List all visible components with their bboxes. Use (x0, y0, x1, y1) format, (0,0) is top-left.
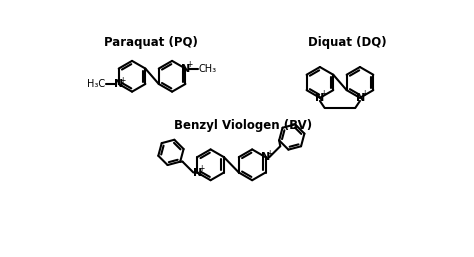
Text: N: N (315, 93, 324, 103)
Text: N: N (261, 152, 270, 162)
Text: N: N (192, 168, 202, 178)
Text: +: + (266, 149, 273, 158)
Text: CH₃: CH₃ (199, 63, 217, 74)
Text: +: + (186, 60, 192, 69)
Text: N: N (181, 63, 190, 74)
Text: Benzyl Viologen (BV): Benzyl Viologen (BV) (174, 119, 312, 132)
Text: H₃C: H₃C (88, 79, 106, 89)
Text: N: N (356, 93, 365, 103)
Text: +: + (198, 164, 204, 173)
Text: N: N (114, 79, 123, 89)
Text: Paraquat (PQ): Paraquat (PQ) (104, 36, 198, 49)
Text: Diquat (DQ): Diquat (DQ) (308, 36, 386, 49)
Text: +: + (320, 89, 327, 98)
Text: +: + (119, 76, 126, 85)
Text: +: + (361, 89, 368, 98)
